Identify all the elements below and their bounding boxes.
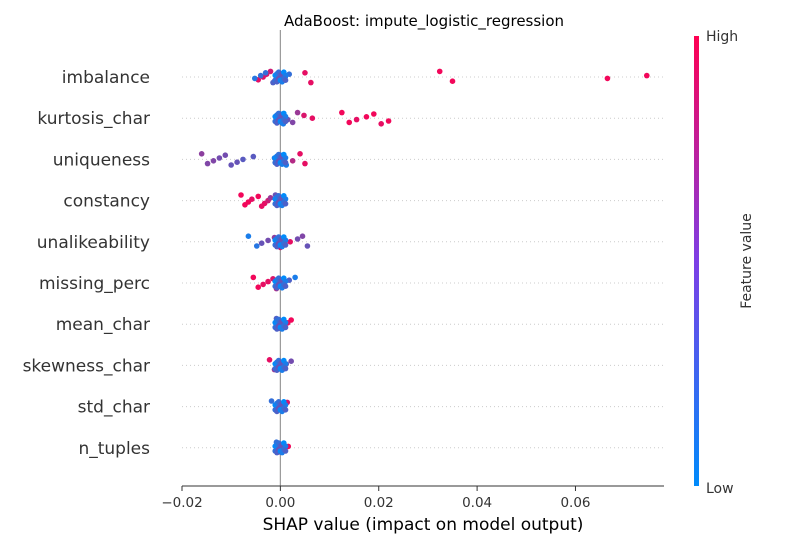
colorbar: High Low Feature value: [694, 29, 755, 497]
shap-point: [250, 274, 257, 281]
shap-point: [240, 156, 246, 163]
shap-point: [251, 75, 258, 82]
shap-point: [309, 115, 316, 121]
shap-point: [449, 78, 456, 84]
shap-point: [282, 242, 289, 248]
shap-point: [234, 159, 240, 165]
shap-point: [258, 240, 265, 246]
shap-point: [282, 118, 289, 125]
shap-point: [267, 68, 274, 75]
shap-point: [268, 398, 275, 404]
shap-point: [292, 274, 298, 281]
shap-point: [287, 239, 294, 245]
shap-points: [198, 68, 650, 456]
x-tick-label: 0.04: [462, 495, 492, 511]
shap-point: [238, 192, 244, 198]
shap-point: [353, 116, 360, 123]
shap-point: [222, 152, 229, 158]
shap-point: [282, 283, 289, 290]
x-tick-label: 0.06: [560, 495, 590, 511]
shap-point: [266, 357, 273, 363]
shap-point: [289, 119, 296, 126]
shap-point: [204, 160, 211, 167]
feature-label: uniqueness: [53, 150, 150, 170]
shap-point: [257, 72, 264, 79]
shap-point: [288, 358, 294, 365]
shap-point: [282, 365, 289, 372]
shap-point: [255, 193, 262, 200]
shap-point: [210, 158, 217, 164]
shap-point: [228, 162, 234, 168]
feature-label: n_tuples: [78, 439, 150, 459]
shap-point: [249, 196, 255, 202]
shap-point: [294, 109, 301, 116]
shap-point: [282, 201, 289, 207]
x-axis: −0.02 0.00 0.02 0.04 0.06: [161, 485, 664, 511]
feature-label: mean_char: [56, 315, 150, 335]
shap-point: [255, 284, 262, 291]
shap-point: [346, 119, 353, 126]
shap-point: [260, 281, 266, 288]
shap-point: [282, 448, 289, 454]
chart-title: AdaBoost: impute_logistic_regression: [284, 12, 564, 31]
shap-point: [371, 111, 377, 117]
shap-point: [288, 317, 294, 323]
shap-point: [262, 70, 269, 76]
shap-point: [282, 159, 289, 166]
feature-label: constancy: [63, 192, 150, 212]
colorbar-low-label: Low: [706, 481, 734, 497]
x-axis-title: SHAP value (impact on model output): [263, 515, 584, 535]
shap-point: [250, 153, 257, 160]
shap-point: [302, 160, 308, 167]
shap-point: [282, 77, 289, 83]
shap-point: [245, 233, 252, 239]
shap-point: [289, 158, 296, 164]
shap-point: [643, 72, 650, 79]
feature-label: missing_perc: [39, 274, 150, 294]
shap-point: [363, 114, 370, 120]
feature-label: imbalance: [62, 68, 150, 88]
colorbar-gradient: [694, 36, 699, 486]
shap-point: [308, 79, 314, 86]
shap-point: [216, 155, 223, 161]
shap-point: [282, 324, 289, 331]
x-tick-label: −0.02: [161, 495, 202, 511]
feature-label: kurtosis_char: [37, 109, 150, 129]
feature-label: std_char: [78, 398, 150, 418]
shap-point: [304, 243, 311, 249]
shap-point: [265, 278, 271, 285]
x-tick-label: 0.02: [364, 495, 394, 511]
colorbar-title: Feature value: [739, 213, 755, 309]
shap-point: [385, 118, 392, 124]
feature-label: unalikeability: [37, 233, 150, 253]
feature-grid: [182, 76, 664, 449]
feature-label: skewness_char: [23, 356, 150, 376]
shap-point: [265, 237, 271, 244]
shap-point: [299, 233, 306, 239]
feature-labels: imbalance kurtosis_char uniqueness constanc…: [23, 68, 151, 459]
shap-point: [282, 407, 289, 413]
shap-point: [253, 243, 260, 249]
shap-point: [436, 68, 443, 75]
x-ticks: −0.02 0.00 0.02 0.04 0.06: [161, 486, 591, 511]
shap-point: [297, 151, 303, 157]
shap-point: [604, 75, 611, 82]
shap-point: [378, 121, 384, 127]
x-tick-label: 0.00: [265, 495, 295, 511]
shap-point: [339, 109, 345, 116]
shap-point: [301, 112, 307, 119]
shap-point: [294, 236, 301, 242]
shap-point: [302, 70, 308, 76]
shap-point: [198, 151, 205, 157]
colorbar-high-label: High: [706, 29, 738, 45]
shap-point: [267, 195, 274, 201]
